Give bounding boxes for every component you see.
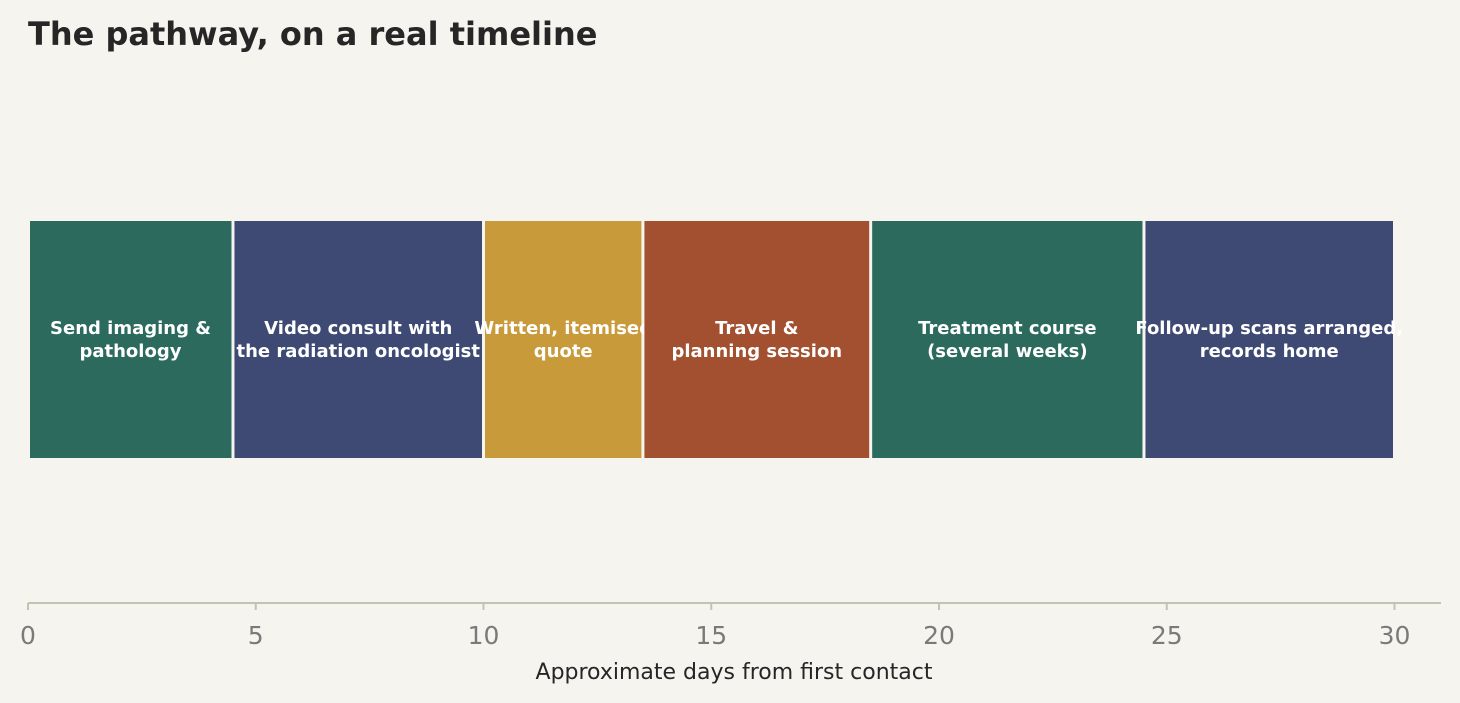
- timeline-segment-label-5: Treatment course (several weeks): [918, 318, 1096, 362]
- chart-title: The pathway, on a real timeline: [28, 15, 597, 53]
- x-tick-label-15: 15: [695, 621, 727, 650]
- x-axis-label: Approximate days from first contact: [536, 660, 933, 685]
- timeline-segment-4: [644, 221, 870, 458]
- timeline-segment-label-1: Send imaging & pathology: [50, 318, 211, 362]
- x-tick-label-0: 0: [20, 621, 36, 650]
- timeline-segment-6: [1145, 221, 1393, 458]
- x-tick-label-25: 25: [1151, 621, 1183, 650]
- timeline-segment-label-6: Follow-up scans arranged, records home: [1135, 318, 1403, 362]
- x-tick-label-10: 10: [468, 621, 500, 650]
- x-tick-label-20: 20: [923, 621, 955, 650]
- x-tick-label-5: 5: [248, 621, 264, 650]
- timeline-segment-3: [485, 221, 642, 458]
- timeline-segment-5: [872, 221, 1143, 458]
- timeline-segments: Send imaging & pathology Video consult wit…: [30, 221, 1403, 458]
- timeline-segment-label-2: Video consult with the radiation oncologi…: [237, 318, 481, 362]
- timeline-segment-label-3: Written, itemised quote: [474, 318, 652, 362]
- x-tick-label-30: 30: [1379, 621, 1411, 650]
- x-axis-ticks: 0 5 10 15 20 25 30: [20, 603, 1410, 650]
- timeline-segment-label-4: Travel & planning session: [671, 318, 842, 362]
- timeline-segment-1: [30, 221, 232, 458]
- timeline-segment-2: [234, 221, 482, 458]
